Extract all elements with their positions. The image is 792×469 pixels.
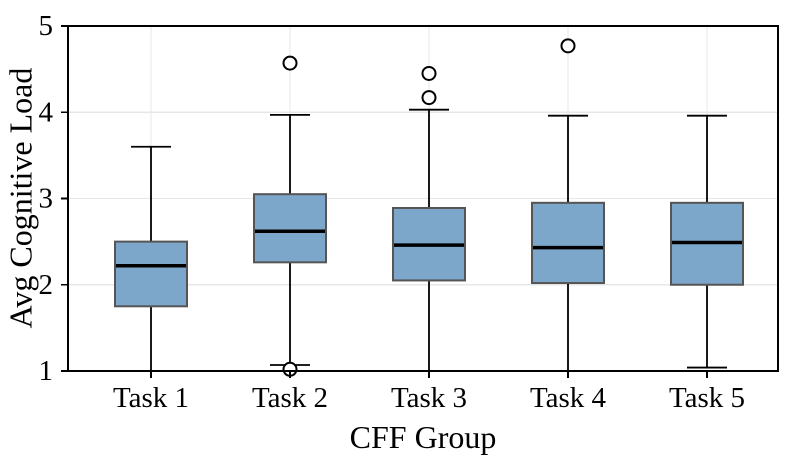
y-tick-label: 2 xyxy=(39,269,54,301)
box-rect xyxy=(531,201,605,285)
x-axis-title: CFF Group xyxy=(349,419,497,455)
x-tick-label: Task 2 xyxy=(252,382,328,414)
x-tick-label: Task 1 xyxy=(113,382,189,414)
y-tick-label: 4 xyxy=(39,96,54,128)
x-tick-label: Task 5 xyxy=(669,382,745,414)
y-tick-label: 1 xyxy=(39,355,54,387)
box-rect xyxy=(114,240,188,308)
y-tick-label: 5 xyxy=(39,10,54,42)
x-tick-label: Task 3 xyxy=(391,382,467,414)
y-tick-label: 3 xyxy=(39,183,54,215)
x-tick-label: Task 4 xyxy=(530,382,607,414)
outlier-point xyxy=(560,38,576,54)
outlier-point xyxy=(421,90,437,106)
box-rect xyxy=(253,193,327,264)
outlier-point xyxy=(282,55,298,71)
outlier-point xyxy=(421,65,437,81)
y-axis-title: Avg Cognitive Load xyxy=(2,67,39,329)
